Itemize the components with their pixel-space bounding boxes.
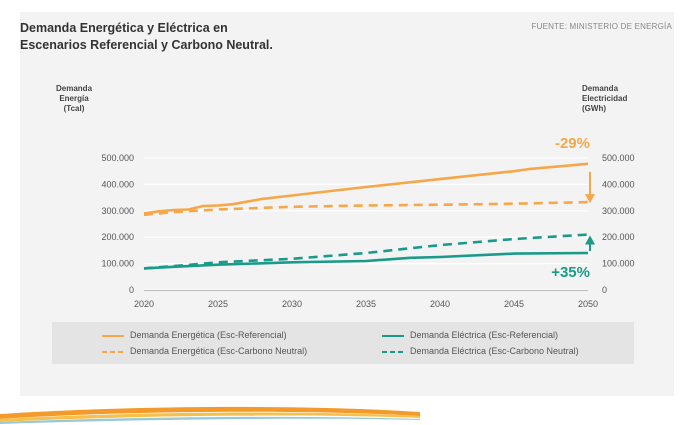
left-axis-title-line-3: (Tcal)	[63, 104, 85, 113]
x-tick-label: 2035	[356, 299, 376, 309]
legend-item: Demanda Eléctrica (Esc-Referencial)	[382, 330, 558, 340]
left-tick-label: 100.000	[101, 259, 134, 269]
chart-title-line-1: Demanda Energética y Eléctrica en	[20, 21, 228, 35]
legend-item: Demanda Eléctrica (Esc-Carbono Neutral)	[382, 346, 579, 356]
right-axis-title-line-1: Demanda	[582, 84, 619, 93]
right-tick-label: 200.000	[602, 232, 635, 242]
left-axis-title-line-1: Demanda	[56, 84, 93, 93]
legend-label: Demanda Energética (Esc-Referencial)	[130, 330, 287, 340]
x-tick-label: 2020	[134, 299, 154, 309]
right-tick-label: 100.000	[602, 259, 635, 269]
left-tick-label: 0	[129, 285, 134, 295]
right-axis-title-line-3: (GWh)	[582, 104, 606, 113]
x-tick-label: 2030	[282, 299, 302, 309]
series-line-2	[143, 200, 589, 217]
right-tick-label: 500.000	[602, 153, 635, 163]
legend-item: Demanda Energética (Esc-Carbono Neutral)	[102, 346, 307, 356]
left-tick-label: 400.000	[101, 179, 134, 189]
down-arrow-icon	[585, 194, 595, 204]
right-axis-title: Demanda Electricidad (GWh)	[582, 84, 627, 114]
legend-swatch	[382, 334, 404, 337]
right-tick-label: 300.000	[602, 206, 635, 216]
x-tick-label: 2025	[208, 299, 228, 309]
legend-swatch	[382, 350, 404, 353]
series-line-1	[143, 162, 589, 215]
x-tick-label: 2045	[504, 299, 524, 309]
series-line-4	[143, 233, 589, 270]
left-axis-title-line-2: Energía	[59, 94, 89, 103]
decrease-annotation: -29%	[555, 135, 590, 152]
chart-title: Demanda Energética y Eléctrica en Escena…	[20, 20, 273, 54]
x-tick-label: 2050	[578, 299, 598, 309]
chart-source: FUENTE: MINISTERIO DE ENERGÍA	[531, 22, 672, 31]
left-tick-label: 500.000	[101, 153, 134, 163]
right-tick-label: 400.000	[602, 179, 635, 189]
legend-swatch	[102, 350, 124, 353]
legend-label: Demanda Eléctrica (Esc-Referencial)	[410, 330, 559, 340]
decorative-swoosh	[0, 406, 420, 424]
chart-legend: Demanda Energética (Esc-Referencial) Dema…	[52, 322, 634, 364]
line-chart: 0 100.000 200.000 300.000 400.000 500.000 0 100…	[101, 135, 635, 309]
right-tick-label: 0	[602, 285, 607, 295]
series-line-3	[143, 251, 589, 270]
up-arrow-icon	[585, 235, 595, 245]
legend-swatch	[102, 334, 124, 337]
left-tick-label: 300.000	[101, 206, 134, 216]
legend-label: Demanda Eléctrica (Esc-Carbono Neutral)	[410, 346, 579, 356]
x-tick-label: 2040	[430, 299, 450, 309]
left-tick-label: 200.000	[101, 232, 134, 242]
left-axis-title: Demanda Energía (Tcal)	[56, 84, 92, 114]
chart-title-line-2: Escenarios Referencial y Carbono Neutral…	[20, 38, 273, 52]
increase-annotation: +35%	[551, 264, 590, 281]
right-axis-title-line-2: Electricidad	[582, 94, 628, 103]
legend-item: Demanda Energética (Esc-Referencial)	[102, 330, 287, 340]
legend-label: Demanda Energética (Esc-Carbono Neutral)	[130, 346, 308, 356]
